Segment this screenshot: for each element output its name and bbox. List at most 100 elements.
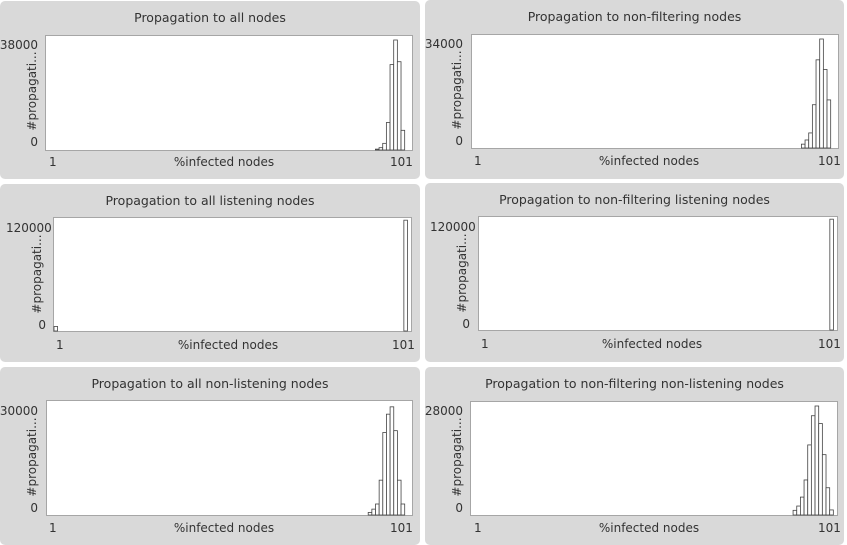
histogram-bar (385, 122, 391, 151)
histogram-bar (826, 99, 832, 149)
y-tick-max: 30000 (0, 404, 38, 418)
histogram-bar (829, 218, 834, 331)
chart-title: Propagation to non-filtering listening n… (499, 192, 770, 207)
chart-plot-area (470, 401, 838, 516)
chart-plot-area (478, 216, 838, 331)
plot-frame (46, 400, 413, 516)
histogram-bar (382, 142, 387, 151)
histogram-bar (53, 326, 58, 332)
y-tick-max: 34000 (425, 37, 463, 51)
histogram-bar (400, 503, 406, 516)
x-axis-label: %infected nodes (601, 337, 703, 351)
histogram-panel-all-nodes: Propagation to all nodes #propagati... 3… (0, 1, 420, 179)
x-tick-max: 101 (818, 337, 841, 351)
histogram-bar (393, 39, 398, 151)
plot-frame (45, 35, 413, 151)
y-axis-label: #propagati... (30, 234, 44, 314)
x-tick-max: 101 (390, 521, 413, 535)
chart-title: Propagation to non-filtering nodes (527, 9, 742, 24)
x-tick-min: 1 (474, 521, 482, 535)
x-tick-min: 1 (56, 338, 64, 352)
y-axis-label: #propagati... (25, 417, 39, 497)
y-tick-min: 0 (38, 318, 46, 332)
y-axis-label: #propagati... (25, 51, 39, 131)
chart-plot-area (45, 35, 413, 151)
histogram-panel-all-listening-nodes: Propagation to all listening nodes #prop… (0, 184, 420, 362)
histogram-panel-non-filtering-non-listening-nodes: Propagation to non-filtering non-listeni… (425, 367, 844, 545)
chart-title: Propagation to all non-listening nodes (91, 376, 329, 391)
histogram-bar (800, 143, 806, 149)
y-axis-label: #propagati... (450, 50, 464, 130)
histogram-bar (389, 406, 395, 516)
histogram-bar (374, 148, 380, 151)
chart-title: Propagation to non-filtering non-listeni… (485, 376, 784, 391)
y-tick-min: 0 (30, 501, 38, 515)
histogram-bar (810, 415, 816, 516)
chart-plot-area (53, 217, 412, 332)
y-tick-min: 0 (30, 135, 38, 149)
x-axis-label: %infected nodes (598, 154, 700, 168)
histogram-bar (811, 104, 817, 149)
x-tick-max: 101 (392, 338, 415, 352)
histogram-bar (382, 432, 387, 516)
x-axis-label: %infected nodes (177, 338, 279, 352)
histogram-bar (393, 430, 398, 516)
plot-frame (470, 401, 838, 516)
histogram-bar (386, 413, 391, 516)
histogram-bar (367, 512, 373, 516)
chart-plot-area (471, 34, 839, 149)
histogram-bar (378, 479, 384, 516)
histogram-bar (803, 479, 809, 516)
y-tick-min: 0 (455, 134, 463, 148)
histogram-bar (396, 479, 402, 516)
histogram-bar (371, 508, 376, 516)
x-axis-label: %infected nodes (598, 521, 700, 535)
histogram-bar (396, 61, 402, 151)
histogram-bar (818, 423, 823, 516)
x-axis-label: %infected nodes (173, 155, 275, 169)
y-tick-min: 0 (455, 501, 463, 515)
chart-title: Propagation to all listening nodes (105, 193, 315, 208)
y-tick-max: 38000 (0, 38, 38, 52)
histogram-bar (822, 69, 828, 149)
y-tick-max: 28000 (425, 404, 463, 418)
plot-frame (53, 217, 412, 332)
y-axis-label: #propagati... (455, 233, 469, 313)
x-tick-min: 1 (481, 337, 489, 351)
histogram-bar (807, 444, 812, 516)
plot-frame (478, 216, 838, 331)
histogram-bar (804, 139, 810, 149)
plot-frame (471, 34, 839, 149)
chart-plot-area (46, 400, 413, 516)
histogram-panel-all-non-listening-nodes: Propagation to all non-listening nodes #… (0, 367, 420, 545)
x-tick-max: 101 (390, 155, 413, 169)
y-tick-min: 0 (462, 317, 470, 331)
y-tick-max: 120000 (430, 220, 476, 234)
chart-title: Propagation to all nodes (134, 10, 286, 25)
x-tick-max: 101 (818, 154, 841, 168)
histogram-bar (799, 496, 805, 516)
y-tick-max: 120000 (6, 221, 52, 235)
histogram-bar (815, 59, 821, 149)
histogram-bar (400, 129, 406, 151)
histogram-bar (403, 219, 408, 332)
histogram-bar (808, 132, 813, 149)
histogram-bar (819, 38, 824, 149)
histogram-bar (814, 405, 820, 516)
histogram-panel-non-filtering-listening-nodes: Propagation to non-filtering listening n… (425, 183, 844, 362)
x-tick-min: 1 (49, 155, 57, 169)
x-tick-max: 101 (818, 521, 841, 535)
histogram-bar (829, 509, 834, 516)
histogram-panel-non-filtering-nodes: Propagation to non-filtering nodes #prop… (425, 0, 844, 179)
histogram-bar (389, 64, 395, 151)
histogram-bar (378, 147, 384, 151)
x-axis-label: %infected nodes (173, 521, 275, 535)
histogram-bar (792, 509, 798, 516)
histogram-bar (825, 487, 831, 516)
y-axis-label: #propagati... (450, 417, 464, 497)
histogram-bar (821, 454, 827, 516)
x-tick-min: 1 (474, 154, 482, 168)
histogram-bar (375, 503, 380, 516)
x-tick-min: 1 (49, 521, 57, 535)
histogram-bar (796, 505, 801, 516)
